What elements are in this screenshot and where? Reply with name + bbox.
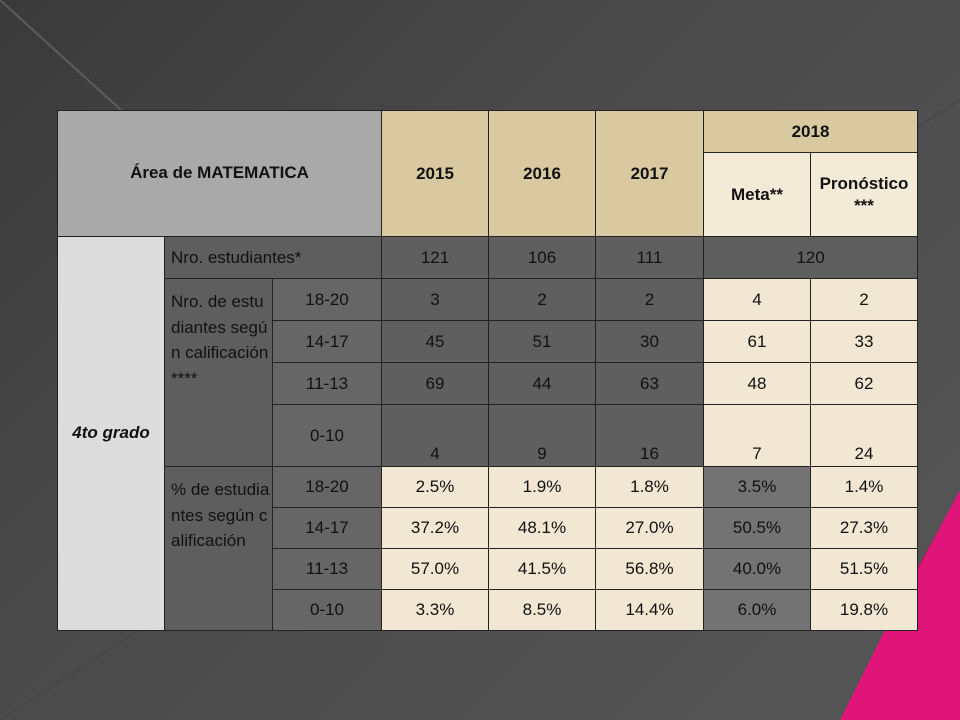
table-cell: 1.9%: [488, 466, 596, 508]
table-cell: 30: [595, 320, 704, 363]
table-cell: 2: [488, 278, 596, 321]
table-cell: 9: [488, 404, 596, 467]
table-cell: 48: [703, 362, 811, 405]
table-cell: 51: [488, 320, 596, 363]
table-cell: 44: [488, 362, 596, 405]
table-cell: 3.3%: [381, 589, 489, 631]
table-cell: 1.4%: [810, 466, 918, 508]
table-cell: 61: [703, 320, 811, 363]
table-cell: 1.8%: [595, 466, 704, 508]
pronostico-header: Pronóstico ***: [810, 152, 918, 237]
table-cell: 2.5%: [381, 466, 489, 508]
range-cell: 11-13: [272, 548, 382, 590]
year-2016-header: 2016: [488, 110, 596, 237]
range-cell: 14-17: [272, 507, 382, 549]
grades-table: Área de MATEMATICA 2015 2016 2017 2018 M…: [57, 110, 918, 631]
table-cell: 48.1%: [488, 507, 596, 549]
table-cell: 27.3%: [810, 507, 918, 549]
table-cell: 19.8%: [810, 589, 918, 631]
range-cell: 14-17: [272, 320, 382, 363]
range-cell: 0-10: [272, 404, 382, 467]
calif-label: Nro. de estudiantes según calificación**…: [164, 278, 273, 467]
nro-estudiantes-label: Nro. estudiantes*: [164, 236, 382, 279]
table-cell: 27.0%: [595, 507, 704, 549]
year-2018-header: 2018: [703, 110, 918, 153]
table-cell: 16: [595, 404, 704, 467]
table-cell: 45: [381, 320, 489, 363]
table-cell: 56.8%: [595, 548, 704, 590]
table-cell: 106: [488, 236, 596, 279]
table-cell: 8.5%: [488, 589, 596, 631]
range-cell: 18-20: [272, 278, 382, 321]
table-cell: 62: [810, 362, 918, 405]
table-title: Área de MATEMATICA: [57, 110, 382, 237]
table-cell: 37.2%: [381, 507, 489, 549]
table-cell: 3.5%: [703, 466, 811, 508]
range-cell: 18-20: [272, 466, 382, 508]
table-cell: 111: [595, 236, 704, 279]
table-cell: 14.4%: [595, 589, 704, 631]
year-2015-header: 2015: [381, 110, 489, 237]
table-cell: 41.5%: [488, 548, 596, 590]
pct-label: % de estudiantes según calificación: [164, 466, 273, 631]
table-cell: 69: [381, 362, 489, 405]
table-cell: 4: [381, 404, 489, 467]
table-cell: 51.5%: [810, 548, 918, 590]
table-cell: 33: [810, 320, 918, 363]
table-cell: 40.0%: [703, 548, 811, 590]
table-cell: 2: [810, 278, 918, 321]
table-cell: 6.0%: [703, 589, 811, 631]
table-cell: 50.5%: [703, 507, 811, 549]
table-cell: 24: [810, 404, 918, 467]
range-cell: 11-13: [272, 362, 382, 405]
table-cell: 57.0%: [381, 548, 489, 590]
table-cell: 2: [595, 278, 704, 321]
year-2017-header: 2017: [595, 110, 704, 237]
table-cell: 4: [703, 278, 811, 321]
range-cell: 0-10: [272, 589, 382, 631]
table-cell: 120: [703, 236, 918, 279]
table-cell: 121: [381, 236, 489, 279]
table-cell: 7: [703, 404, 811, 467]
table-cell: 63: [595, 362, 704, 405]
grade-label: 4to grado: [57, 236, 165, 631]
table-cell: 3: [381, 278, 489, 321]
meta-header: Meta**: [703, 152, 811, 237]
